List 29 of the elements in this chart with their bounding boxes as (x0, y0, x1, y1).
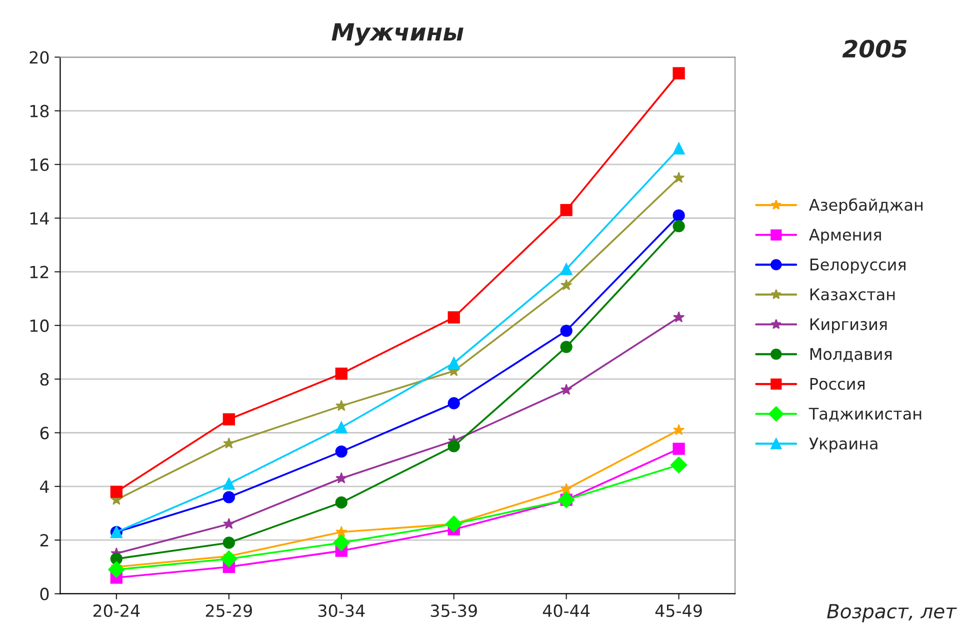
y-tick-label: 14 (30, 212, 49, 224)
legend-label: Азербайджан (809, 198, 922, 214)
x-tick-label: 40-44 (542, 604, 590, 618)
chart-title: Мужчины (332, 23, 464, 46)
legend-label: Украина (809, 438, 878, 453)
y-tick-label: 16 (30, 158, 49, 172)
legend-label: Россия (810, 378, 864, 390)
legend-label: Киргизия (810, 318, 887, 334)
x-tick-label: 20-24 (93, 604, 140, 618)
legend-label: Казахстан (810, 288, 895, 300)
legend-label: Молдавия (810, 348, 892, 362)
x-tick-label: 30-34 (318, 604, 365, 618)
y-tick-label: 6 (40, 426, 49, 440)
x-tick-label: 35-39 (430, 604, 477, 618)
y-tick-label: 20 (30, 51, 49, 64)
legend-label: Армения (809, 228, 881, 244)
y-tick-label: 0 (40, 588, 49, 600)
x-tick-label: 45-49 (655, 604, 702, 618)
y-tick-label: 4 (40, 480, 49, 493)
y-tick-label: 10 (30, 319, 49, 332)
y-tick-label: 8 (40, 373, 49, 386)
x-tick-label: 25-29 (206, 604, 252, 618)
y-tick-label: 18 (30, 104, 49, 118)
y-tick-label: 12 (30, 266, 48, 278)
x-axis-title: Возраст, лет (827, 604, 957, 622)
legend-label: Белоруссия (810, 258, 906, 274)
y-tick-label: 2 (40, 534, 48, 546)
text: 2005 (842, 40, 907, 58)
legend-label: Таджикистан (808, 408, 922, 422)
